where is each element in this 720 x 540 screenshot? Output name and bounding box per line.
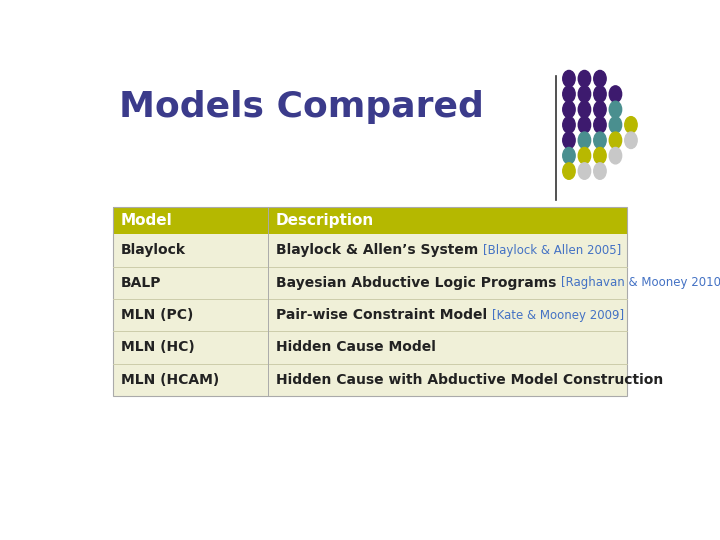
FancyBboxPatch shape: [113, 267, 627, 299]
Ellipse shape: [609, 147, 621, 164]
Ellipse shape: [609, 101, 621, 118]
Text: Pair-wise Constraint Model: Pair-wise Constraint Model: [276, 308, 492, 322]
Ellipse shape: [578, 101, 590, 118]
Text: [Kate & Mooney 2009]: [Kate & Mooney 2009]: [492, 308, 624, 321]
Ellipse shape: [563, 101, 575, 118]
Text: Blaylock: Blaylock: [121, 244, 186, 258]
Ellipse shape: [609, 117, 621, 133]
FancyBboxPatch shape: [113, 363, 627, 396]
Ellipse shape: [594, 132, 606, 149]
Text: Description: Description: [276, 213, 374, 228]
Ellipse shape: [594, 86, 606, 102]
Ellipse shape: [609, 132, 621, 149]
Ellipse shape: [594, 147, 606, 164]
FancyBboxPatch shape: [113, 331, 627, 363]
FancyBboxPatch shape: [113, 207, 627, 234]
Ellipse shape: [563, 70, 575, 87]
Text: MLN (HC): MLN (HC): [121, 340, 194, 354]
Text: MLN (HCAM): MLN (HCAM): [121, 373, 220, 387]
Ellipse shape: [594, 163, 606, 179]
Ellipse shape: [594, 101, 606, 118]
Text: Models Compared: Models Compared: [120, 90, 485, 124]
Text: Hidden Cause Model: Hidden Cause Model: [276, 340, 436, 354]
Ellipse shape: [563, 86, 575, 102]
Text: [Raghavan & Mooney 2010]: [Raghavan & Mooney 2010]: [562, 276, 720, 289]
FancyBboxPatch shape: [113, 299, 627, 331]
Text: Model: Model: [121, 213, 173, 228]
Ellipse shape: [563, 147, 575, 164]
Text: Hidden Cause with Abductive Model Construction: Hidden Cause with Abductive Model Constr…: [276, 373, 663, 387]
Ellipse shape: [578, 70, 590, 87]
Ellipse shape: [578, 117, 590, 133]
Ellipse shape: [578, 132, 590, 149]
Ellipse shape: [609, 86, 621, 102]
Ellipse shape: [625, 117, 637, 133]
Ellipse shape: [563, 163, 575, 179]
Text: [Blaylock & Allen 2005]: [Blaylock & Allen 2005]: [483, 244, 621, 257]
FancyBboxPatch shape: [113, 234, 627, 267]
Text: Blaylock & Allen’s System: Blaylock & Allen’s System: [276, 244, 483, 258]
Text: MLN (PC): MLN (PC): [121, 308, 194, 322]
Ellipse shape: [578, 163, 590, 179]
Ellipse shape: [594, 70, 606, 87]
Ellipse shape: [578, 147, 590, 164]
Ellipse shape: [563, 117, 575, 133]
Ellipse shape: [594, 117, 606, 133]
Ellipse shape: [578, 86, 590, 102]
Ellipse shape: [563, 132, 575, 149]
Text: Bayesian Abductive Logic Programs: Bayesian Abductive Logic Programs: [276, 276, 562, 289]
Text: BALP: BALP: [121, 276, 161, 289]
Ellipse shape: [625, 132, 637, 149]
